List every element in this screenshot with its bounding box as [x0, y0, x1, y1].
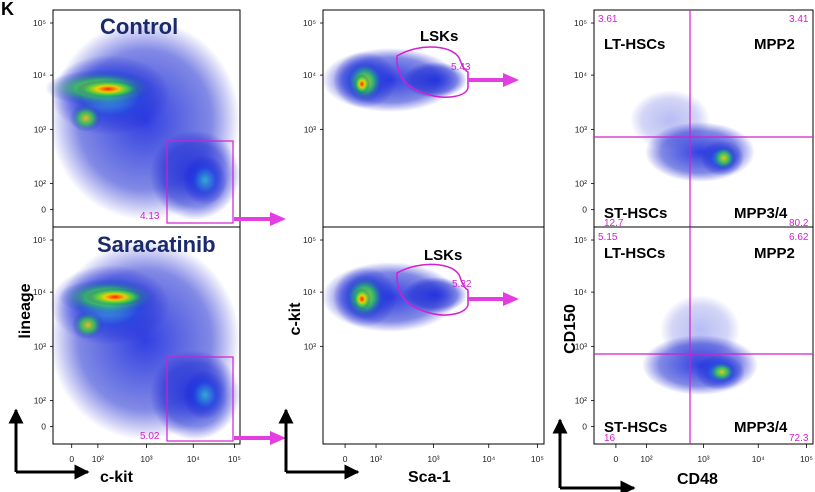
y-tick-label: 10⁴ [574, 70, 587, 80]
gate-name-lsk-control: LSKs [420, 28, 459, 45]
panel-letter: K [1, 0, 14, 19]
density-cloud [322, 48, 467, 112]
x-tick-label: 0 [343, 454, 348, 464]
x-tick-label: 10⁵ [228, 454, 241, 464]
y-tick-label: 10³ [34, 124, 46, 134]
y-tick-label: 0 [582, 422, 587, 432]
column-1-plots [8, 9, 286, 480]
plot-saracatinib-lineage-ckit [50, 226, 286, 445]
plot-control-lineage-ckit [45, 9, 286, 228]
x-tick-label: 0 [614, 454, 619, 464]
x-axis-title-cd48: CD48 [677, 471, 718, 488]
y-tick-label: 10⁵ [33, 18, 46, 28]
ckit-gate [166, 356, 234, 442]
plot-control-ckit-sca1 [322, 9, 545, 228]
y-tick-label: 10³ [575, 341, 587, 351]
x-axis-title-sca1: Sca-1 [408, 469, 451, 486]
quadrant-value-mpp2-saracatinib: 6.62 [789, 232, 809, 243]
quadrant-value-st-control: 12.7 [604, 218, 624, 229]
quadrant-label-mpp2-saracatinib: MPP2 [754, 245, 795, 262]
quadrant-label-lt-hscs-control: LT-HSCs [604, 36, 666, 53]
x-tick-label: 0 [69, 454, 74, 464]
y-tick-label: 10² [34, 179, 46, 189]
y-tick-label: 10⁵ [574, 18, 587, 28]
y-tick-label: 10³ [575, 124, 587, 134]
y-tick-label: 10⁴ [574, 287, 587, 297]
lsk-gate [396, 263, 469, 316]
x-tick-label: 10⁵ [800, 454, 813, 464]
y-axis-title-lineage: lineage [17, 283, 34, 339]
y-tick-label: 0 [582, 205, 587, 215]
ckit-gate [166, 140, 234, 224]
y-tick-label: 10² [34, 396, 46, 406]
condition-label-saracatinib: Saracatinib [97, 232, 216, 257]
quadrant-label-lt-hscs-saracatinib: LT-HSCs [604, 245, 666, 262]
y-tick-label: 10⁴ [303, 287, 316, 297]
density-cloud [50, 240, 240, 440]
y-axis-title-cd150: CD150 [562, 304, 579, 354]
x-tick-label: 10⁴ [482, 454, 495, 464]
quadrant-label-st-hscs-control: ST-HSCs [604, 205, 668, 222]
y-tick-label: 10⁵ [574, 235, 587, 245]
y-tick-label: 10⁴ [33, 70, 46, 80]
lsk-gate [396, 46, 469, 98]
quadrant-label-mpp34-control: MPP3/4 [734, 205, 788, 222]
gate-value-ckit-saracatinib: 5.02 [140, 431, 160, 442]
y-tick-label: 10² [575, 396, 587, 406]
x-tick-label: 10³ [697, 454, 709, 464]
x-tick-label: 10⁴ [752, 454, 765, 464]
x-tick-label: 10³ [427, 454, 439, 464]
y-tick-label: 0 [41, 205, 46, 215]
quadrant-value-st-saracatinib: 16 [604, 433, 616, 444]
quadrant-value-lt-saracatinib: 5.15 [598, 232, 618, 243]
condition-label-control: Control [100, 14, 179, 39]
x-tick-label: 10² [92, 454, 104, 464]
tick-labels: 0 10² 10³ 10⁴ 10⁵ 10⁵ 10⁴ 10³ 10² 0 10⁵ 10⁴ 10³ 10² 0 0… [33, 18, 813, 464]
y-axis-title-ckit: c-kit [287, 302, 304, 336]
y-tick-label: 10⁴ [33, 287, 46, 297]
gate-name-lsk-saracatinib: LSKs [424, 247, 463, 264]
x-axis-title-ckit: c-kit [100, 469, 133, 486]
gate-value-lsk-control: 5.43 [451, 62, 471, 73]
x-tick-label: 10⁴ [187, 454, 200, 464]
density-cloud [322, 262, 467, 332]
quadrant-label-st-hscs-saracatinib: ST-HSCs [604, 419, 668, 436]
x-tick-label: 10² [370, 454, 382, 464]
x-tick-label: 10⁵ [531, 454, 544, 464]
quadrant-value-mpp34-saracatinib: 72.3 [789, 433, 809, 444]
quadrant-label-mpp2-control: MPP2 [754, 36, 795, 53]
y-tick-label: 10³ [304, 124, 316, 134]
plot-saracatinib-ckit-sca1 [322, 226, 545, 445]
y-tick-label: 10³ [34, 341, 46, 351]
column-2-plots [278, 9, 545, 480]
column-3-plots [552, 9, 814, 492]
plot-saracatinib-cd150-cd48 [593, 226, 814, 445]
y-tick-label: 0 [41, 422, 46, 432]
gate-value-ckit-control: 4.13 [140, 211, 160, 222]
gate-value-lsk-saracatinib: 5.32 [452, 279, 472, 290]
y-tick-label: 10⁴ [303, 70, 316, 80]
quadrant-value-mpp34-control: 80.2 [789, 218, 809, 229]
quadrant-label-mpp34-saracatinib: MPP3/4 [734, 419, 788, 436]
quadrant-value-lt-control: 3.61 [598, 14, 618, 25]
x-tick-label: 10² [640, 454, 652, 464]
quadrant-value-mpp2-control: 3.41 [789, 14, 809, 25]
y-tick-label: 10³ [304, 341, 316, 351]
plot-control-cd150-cd48 [593, 9, 814, 228]
y-tick-label: 10⁵ [33, 235, 46, 245]
y-tick-label: 10⁵ [303, 235, 316, 245]
density-cloud [45, 20, 240, 220]
y-tick-label: 10² [575, 179, 587, 189]
density-cloud [642, 295, 758, 395]
x-tick-label: 10³ [140, 454, 152, 464]
y-tick-label: 10⁵ [303, 18, 316, 28]
